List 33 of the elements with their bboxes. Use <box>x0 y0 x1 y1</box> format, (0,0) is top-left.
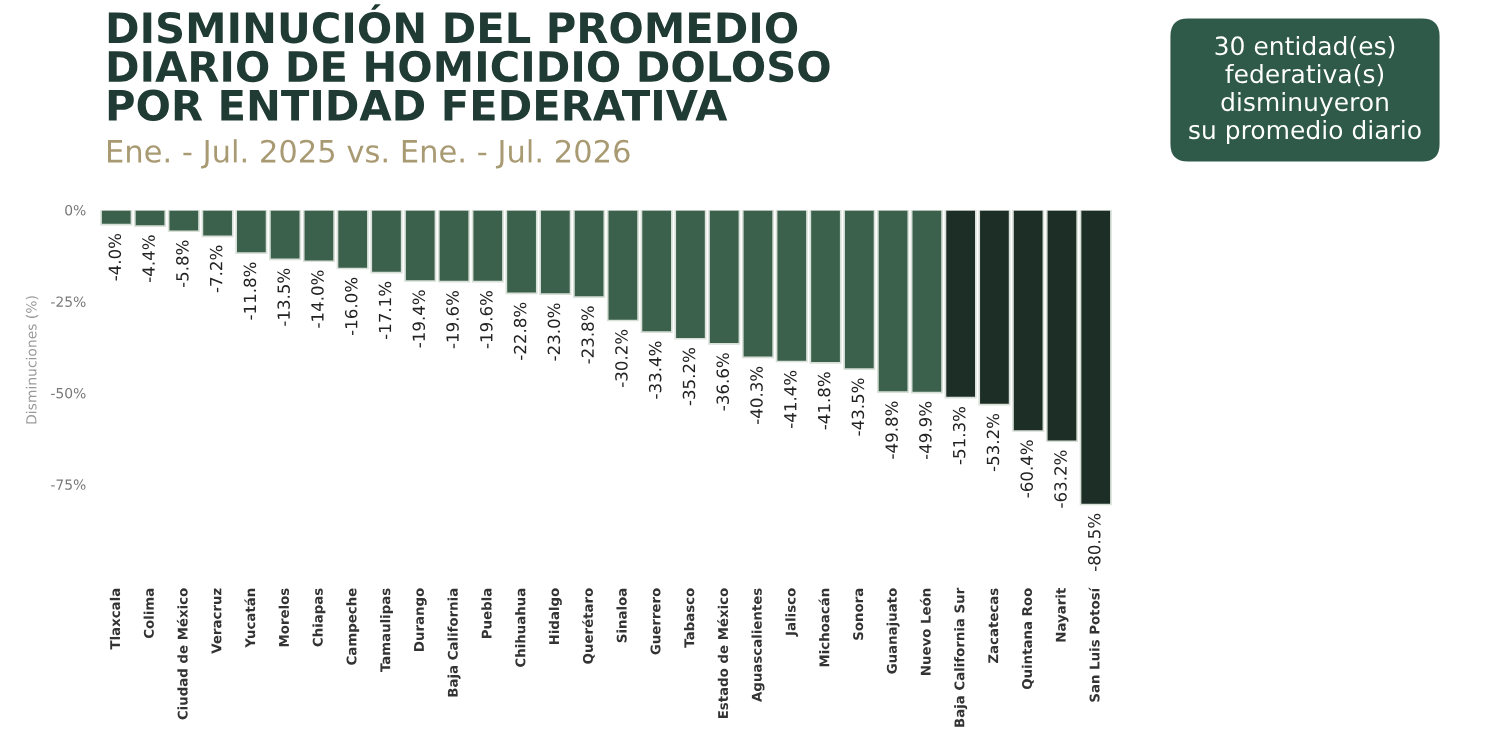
data-label: -60.4% <box>1020 440 1034 498</box>
data-label: -19.6% <box>480 290 493 349</box>
data-label: -7.2% <box>209 245 223 293</box>
data-label: -40.3% <box>750 366 763 424</box>
data-label: -5.8% <box>176 240 189 288</box>
data-label: -33.4% <box>648 341 662 399</box>
data-label: -30.2% <box>615 329 628 387</box>
data-label: -22.8% <box>513 302 527 360</box>
data-label: -80.5% <box>1087 513 1101 571</box>
data-label: -4.0% <box>108 233 122 281</box>
data-label: -23.8% <box>581 306 594 364</box>
data-label: -14.0% <box>311 270 324 328</box>
data-label: -63.2% <box>1054 450 1067 508</box>
chart-title: DISMINUCIÓN DEL PROMEDIO DIARIO DE HOMICIDIO DOLOSO POR ENTIDAD FEDERATIVA <box>108 4 830 121</box>
data-label: -19.6% <box>446 290 459 349</box>
data-label: -51.3% <box>952 406 966 465</box>
text: 30 entidad(es) federativa(s) disminuyeron su promedio diario <box>1189 35 1421 145</box>
data-label: -41.8% <box>817 372 831 430</box>
data-label: -53.2% <box>986 413 1000 472</box>
data-label: -35.2% <box>682 348 696 406</box>
data-label: -49.8% <box>885 401 898 459</box>
data-label: -36.6% <box>716 353 730 411</box>
data-label: -11.8% <box>243 262 257 320</box>
data-label: -13.5% <box>277 268 290 326</box>
data-label: -4.4% <box>142 235 155 282</box>
data-label: -19.4% <box>412 290 426 348</box>
data-label: -43.5% <box>851 378 865 436</box>
data-label: -41.4% <box>783 370 797 428</box>
chart-subtitle: Ene. - Jul. 2025 vs. Ene. - Jul. 2026 <box>108 139 630 169</box>
data-label: -16.0% <box>344 277 358 336</box>
data-label: -17.1% <box>378 281 392 340</box>
data-label: -49.9% <box>919 401 932 460</box>
data-label: -23.0% <box>547 303 561 361</box>
